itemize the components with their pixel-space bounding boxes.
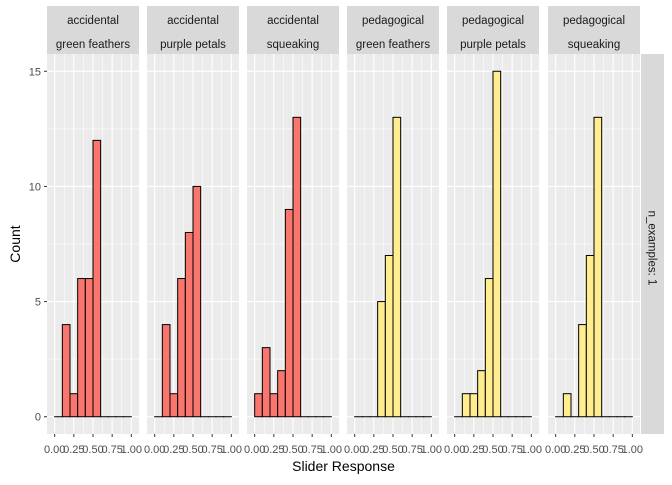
y-tick-label-1: 5 xyxy=(35,297,41,309)
facet-4-strip-label-line2: green feathers xyxy=(356,39,430,51)
facet-1-bar-5 xyxy=(85,279,93,417)
facet-4-x-tick-label-4: 1.00 xyxy=(421,444,442,456)
facet-4-bar-5 xyxy=(385,256,393,417)
facet-3-bar-4 xyxy=(278,371,286,417)
facet-3-strip-label-line2: squeaking xyxy=(267,39,319,51)
facet-3-bar-2 xyxy=(262,348,270,417)
facet-5-bar-6 xyxy=(493,71,501,416)
facet-4-bar-6 xyxy=(393,117,401,416)
facet-5-bar-4 xyxy=(478,371,486,417)
facet-5-strip-label-line1: pedagogical xyxy=(462,15,524,27)
facet-1-bar-3 xyxy=(70,394,78,417)
facet-5-strip-label-line2: purple petals xyxy=(460,39,526,51)
row-strip-label: n_examples: 1 xyxy=(646,211,658,286)
y-tick-label-0: 0 xyxy=(35,412,41,424)
facet-3-bar-5 xyxy=(285,209,293,416)
facet-1-strip-label-line1: accidental xyxy=(67,15,119,27)
facet-6-bar-2 xyxy=(563,394,571,417)
facet-3-bar-3 xyxy=(270,394,278,417)
facet-1-bar-6 xyxy=(93,140,101,416)
facet-2-strip-label-line1: accidental xyxy=(167,15,219,27)
facet-1-bar-4 xyxy=(78,279,86,417)
facet-5-x-tick-label-4: 1.00 xyxy=(521,444,542,456)
facet-2-strip-label-line2: purple petals xyxy=(160,39,226,51)
facet-3-bar-1 xyxy=(255,394,263,417)
facet-6-strip-label-line1: pedagogical xyxy=(563,15,625,27)
facet-2-bar-4 xyxy=(178,279,186,417)
facet-6-strip-label-line2: squeaking xyxy=(568,39,620,51)
facet-6-bar-5 xyxy=(586,256,594,417)
facet-3-x-tick-label-4: 1.00 xyxy=(321,444,342,456)
facet-6-bar-4 xyxy=(579,325,587,417)
facet-6-x-tick-label-4: 1.00 xyxy=(622,444,643,456)
facet-2-bar-6 xyxy=(193,186,201,416)
facet-5-bar-5 xyxy=(485,279,493,417)
facet-2-bar-5 xyxy=(185,232,193,416)
facet-2-x-tick-label-4: 1.00 xyxy=(221,444,242,456)
facet-1-strip-label-line2: green feathers xyxy=(56,39,130,51)
y-tick-label-3: 15 xyxy=(29,66,41,78)
facet-5-bar-2 xyxy=(462,394,470,417)
facet-4-strip-label-line1: pedagogical xyxy=(362,15,424,27)
facet-3-bar-6 xyxy=(293,117,301,416)
facet-1-x-tick-label-4: 1.00 xyxy=(121,444,142,456)
y-tick-label-2: 10 xyxy=(29,181,41,193)
facet-2-bar-3 xyxy=(170,394,178,417)
facet-5-bar-3 xyxy=(470,394,478,417)
facet-4-bar-4 xyxy=(378,302,386,417)
x-axis-title: Slider Response xyxy=(292,458,395,474)
facet-3-strip-label-line1: accidental xyxy=(267,15,319,27)
y-axis-title: Count xyxy=(7,225,23,262)
facet-2-bar-2 xyxy=(162,325,170,417)
facet-1-bar-2 xyxy=(62,325,70,417)
facet-6-bar-6 xyxy=(594,117,602,416)
